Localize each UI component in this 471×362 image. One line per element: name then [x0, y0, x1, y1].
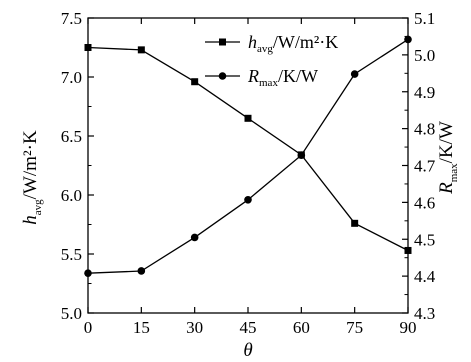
y-left-tick-label: 6.0	[61, 186, 82, 205]
axis-titles: θ havg/W/m²·K Rmax/K/W	[20, 121, 460, 361]
x-tick-label: 15	[133, 318, 150, 337]
x-tick-label: 30	[186, 318, 203, 337]
data-point-circle	[190, 233, 199, 242]
x-tick-label: 90	[400, 318, 417, 337]
data-point-circle	[84, 269, 92, 277]
legend: havg/W/m²·K Rmax/K/W	[205, 32, 338, 89]
data-point-square	[137, 46, 145, 54]
y-right-tick-label: 4.4	[414, 267, 436, 286]
y-left-tick-label: 5.5	[61, 245, 82, 264]
y-right-tick-label: 4.5	[414, 230, 435, 249]
data-point-circle	[137, 267, 146, 275]
y-right-tick-label: 4.3	[414, 304, 435, 323]
y-right-tick-label: 4.6	[414, 193, 435, 212]
y-left-tick-label: 6.5	[61, 127, 82, 146]
x-axis-title: θ	[243, 340, 252, 361]
y-right-tick-label: 4.7	[414, 157, 436, 176]
legend-label: havg/W/m²·K	[248, 32, 338, 55]
legend-entry-2: Rmax/K/W	[205, 66, 318, 89]
legend-marker-circle	[218, 72, 227, 80]
y-left-tick-label: 5.0	[61, 304, 82, 323]
y-right-tick-label: 4.9	[414, 83, 435, 102]
y-right-tick-label: 5.1	[414, 9, 435, 28]
data-point-square	[404, 246, 412, 254]
data-point-square	[84, 44, 92, 51]
data-point-circle	[244, 195, 252, 204]
plot-axes: 0 15 30 45 60 75 90 5.0 5.5 6.0 6.5 7.0 7.5 4.3 4.4 4.5…	[61, 9, 436, 337]
legend-entry-1: havg/W/m²·K	[205, 32, 338, 55]
series-layer	[84, 35, 412, 277]
x-tick-label: 60	[293, 318, 310, 337]
y-right-axis-title: Rmax/K/W	[436, 121, 460, 195]
data-point-circle	[404, 35, 412, 44]
data-point-square	[244, 114, 252, 122]
y-left-tick-label: 7.0	[61, 68, 82, 87]
x-tick-label: 75	[346, 318, 363, 337]
x-tick-label: 0	[84, 318, 93, 337]
y-left-axis-title: havg/W/m²·K	[20, 130, 44, 225]
series-2	[84, 35, 412, 277]
legend-label: Rmax/K/W	[247, 66, 318, 89]
data-point-circle	[350, 70, 359, 78]
data-point-circle	[297, 151, 306, 159]
y-left-tick-label: 7.5	[61, 9, 82, 28]
data-point-square	[351, 219, 359, 227]
plot-frame	[87, 17, 409, 314]
legend-marker-square	[219, 38, 226, 46]
x-tick-label: 45	[240, 318, 257, 337]
y-right-tick-label: 4.8	[414, 120, 435, 139]
y-right-tick-label: 5.0	[414, 46, 435, 65]
data-point-square	[191, 78, 199, 86]
